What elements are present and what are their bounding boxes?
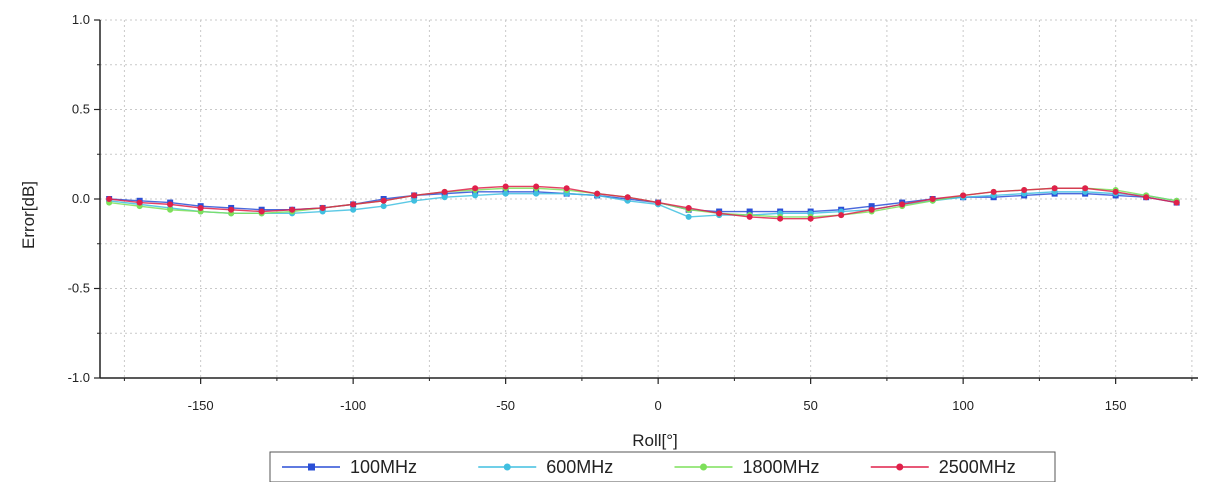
legend-item: 100MHz bbox=[282, 457, 417, 477]
x-tick-label: -100 bbox=[340, 398, 366, 413]
y-tick-label: 0.5 bbox=[72, 102, 90, 117]
data-point bbox=[746, 213, 753, 220]
data-point bbox=[594, 190, 601, 197]
data-point bbox=[228, 206, 235, 213]
data-point bbox=[777, 215, 784, 222]
data-point bbox=[533, 190, 540, 197]
series-2500MHz bbox=[106, 183, 1180, 222]
data-point bbox=[1082, 185, 1089, 192]
data-point bbox=[502, 183, 509, 190]
data-point bbox=[563, 185, 570, 192]
data-point bbox=[868, 206, 875, 213]
data-point bbox=[197, 204, 204, 211]
x-axis-label: Roll[°] bbox=[632, 431, 678, 450]
data-point bbox=[380, 203, 387, 210]
y-tick-label: 0.0 bbox=[72, 191, 90, 206]
data-point bbox=[167, 206, 174, 213]
y-tick-label: -1.0 bbox=[68, 370, 90, 385]
data-point bbox=[960, 192, 967, 199]
legend-label: 2500MHz bbox=[939, 457, 1016, 477]
data-point bbox=[472, 185, 479, 192]
data-point bbox=[1173, 199, 1180, 206]
data-point bbox=[838, 212, 845, 219]
data-point bbox=[716, 210, 723, 217]
series-line bbox=[109, 191, 1177, 218]
x-tick-label: -150 bbox=[188, 398, 214, 413]
data-point bbox=[350, 206, 357, 213]
data-point bbox=[289, 206, 296, 213]
data-point bbox=[685, 204, 692, 211]
data-point bbox=[350, 201, 357, 208]
data-point bbox=[380, 197, 387, 204]
legend-label: 1800MHz bbox=[743, 457, 820, 477]
data-point bbox=[807, 215, 814, 222]
data-point bbox=[624, 194, 631, 201]
data-point bbox=[167, 201, 174, 208]
data-point bbox=[258, 208, 265, 215]
data-point bbox=[990, 188, 997, 195]
x-tick-label: 50 bbox=[803, 398, 817, 413]
data-point bbox=[441, 188, 448, 195]
data-point bbox=[1021, 187, 1028, 194]
x-tick-label: 150 bbox=[1105, 398, 1127, 413]
data-point bbox=[685, 213, 692, 220]
y-tick-label: 1.0 bbox=[72, 12, 90, 27]
data-point bbox=[1112, 188, 1119, 195]
legend-label: 100MHz bbox=[350, 457, 417, 477]
legend-swatch-marker bbox=[700, 463, 707, 471]
series-layer bbox=[106, 183, 1180, 222]
legend-item: 2500MHz bbox=[870, 457, 1016, 477]
grid bbox=[100, 19, 1198, 378]
y-tick-label: -0.5 bbox=[68, 281, 90, 296]
x-tick-label: 0 bbox=[655, 398, 662, 413]
data-point bbox=[533, 183, 540, 190]
data-point bbox=[441, 194, 448, 201]
data-point bbox=[411, 192, 418, 199]
data-point bbox=[106, 196, 113, 202]
legend: 100MHz 600MHz 1800MHz 2500MHz bbox=[269, 451, 1056, 483]
legend-item: 600MHz bbox=[478, 457, 613, 477]
axes bbox=[94, 19, 1198, 384]
data-point bbox=[319, 204, 326, 211]
data-point bbox=[929, 196, 936, 202]
data-point bbox=[868, 203, 875, 210]
tick-labels: 1.0 0.5 0.0 -0.5 -1.0 -150 -100 -50 0 50 100 150 bbox=[68, 12, 1127, 413]
data-point bbox=[472, 192, 479, 199]
legend-label: 600MHz bbox=[546, 457, 613, 477]
y-axis-label: Error[dB] bbox=[19, 181, 38, 249]
series-line bbox=[109, 185, 1177, 220]
data-point bbox=[411, 197, 418, 204]
x-tick-label: 100 bbox=[952, 398, 974, 413]
data-point bbox=[655, 199, 662, 206]
data-point bbox=[1143, 194, 1150, 201]
legend-swatch-marker bbox=[308, 463, 315, 471]
data-point bbox=[1051, 185, 1058, 192]
data-point bbox=[746, 208, 753, 215]
legend-swatch-marker bbox=[503, 463, 511, 471]
x-tick-label: -50 bbox=[496, 398, 515, 413]
data-point bbox=[136, 199, 143, 206]
legend-swatch-marker bbox=[896, 463, 904, 471]
legend-item: 1800MHz bbox=[674, 457, 820, 477]
data-point bbox=[502, 190, 509, 197]
data-point bbox=[899, 201, 906, 208]
